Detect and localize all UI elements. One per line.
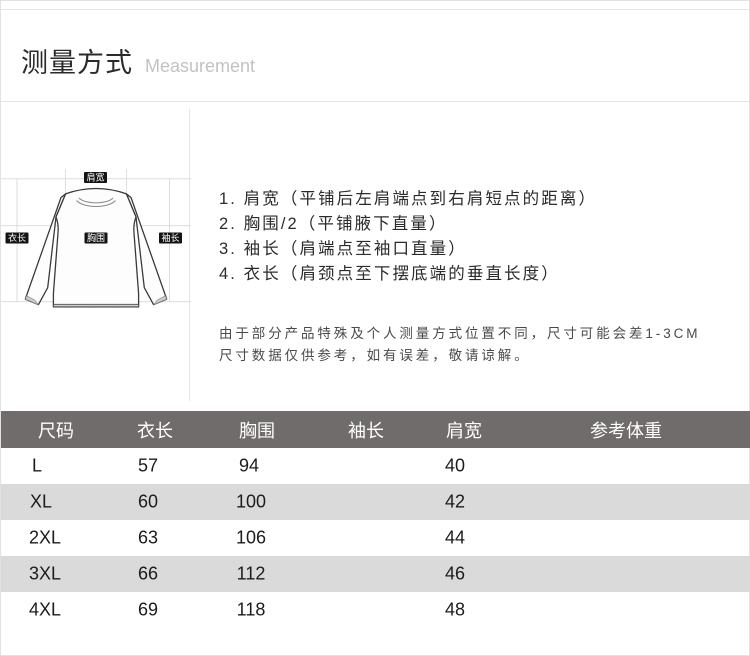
svg-text:衣长: 衣长 (8, 232, 26, 243)
svg-text:袖长: 袖长 (161, 232, 179, 243)
svg-text:胸围: 胸围 (87, 232, 105, 243)
svg-text:肩宽: 肩宽 (86, 172, 104, 183)
